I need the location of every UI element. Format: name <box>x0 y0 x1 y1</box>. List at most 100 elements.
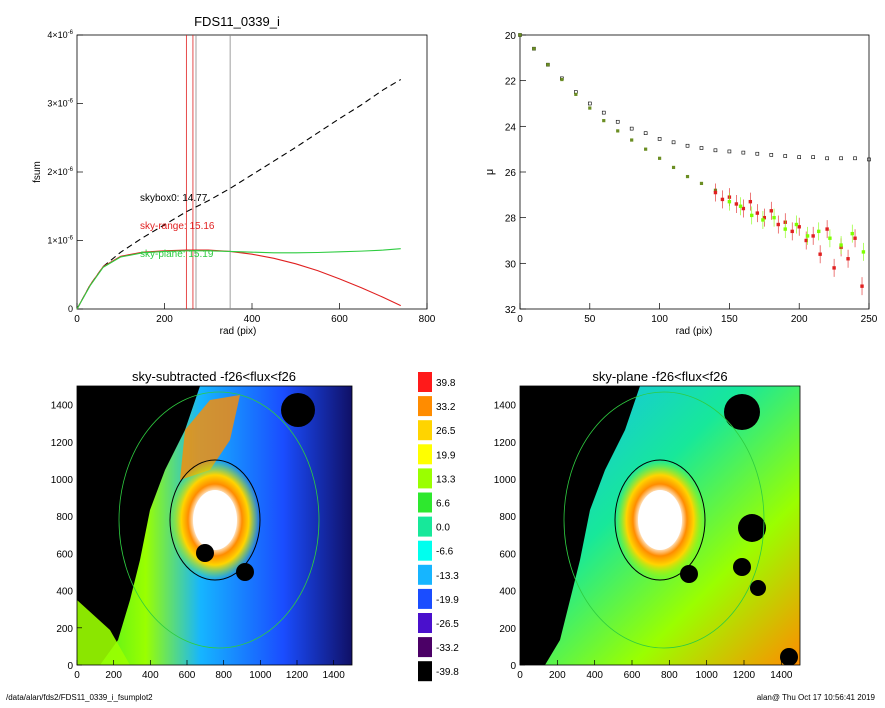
image-xtick-label: 600 <box>624 670 641 681</box>
mu-point-1 <box>671 165 676 170</box>
mu-point-0 <box>629 126 634 131</box>
colorbar-swatch <box>418 492 432 513</box>
mu-ytick-label: 30 <box>505 259 517 270</box>
mu-point-1 <box>574 92 578 96</box>
mu-point-1 <box>630 138 634 142</box>
image-xtick-label: 400 <box>586 670 603 681</box>
image-xtick-label: 1000 <box>249 670 272 681</box>
mu-point-2 <box>804 238 808 243</box>
image-xtick-label: 600 <box>179 670 196 681</box>
image-ytick-label: 800 <box>56 512 73 523</box>
fsum-ticks: 0 200 400 600 800 0 1×10-6 2×10-6 3×10-6 4×10-6 <box>47 30 435 325</box>
mu-point-3 <box>750 213 754 218</box>
colorbar-swatch <box>418 516 432 537</box>
mu-point-3 <box>727 199 732 204</box>
sky-subtracted-image-panel: sky-subtracted -f26<flux<f26 0 200 400 600 8… <box>51 369 353 681</box>
mu-point-0 <box>741 150 746 155</box>
colorbar-label: 26.5 <box>436 426 456 437</box>
fsum-series-line-2 <box>76 248 401 310</box>
colorbar: 39.8 33.2 26.5 19.9 13.3 6.6 0.0 -6.6 -13.3 -19.9… <box>418 372 459 682</box>
sky-subtracted-frame <box>76 385 353 666</box>
mu-series <box>518 33 871 296</box>
image-ytick-label: 600 <box>499 549 516 560</box>
mu-point-0 <box>839 156 843 161</box>
mu-point-2 <box>776 222 780 227</box>
image-xtick-label: 800 <box>661 670 678 681</box>
colorbar-swatch <box>418 420 432 441</box>
mu-point-1 <box>602 119 606 123</box>
mu-xtick-label: 100 <box>651 314 668 325</box>
colorbar-label: -26.5 <box>436 619 459 630</box>
fsum-series-line-1 <box>76 249 401 310</box>
mu-point-1 <box>658 156 662 160</box>
image-ytick-label: 1000 <box>51 475 74 486</box>
mu-ytick-label: 22 <box>505 77 517 88</box>
image-xtick-label: 200 <box>105 670 122 681</box>
mu-point-1 <box>699 181 704 186</box>
colorbar-swatch <box>418 613 432 633</box>
mu-xtick-label: 50 <box>584 314 596 325</box>
colorbar-swatch <box>418 372 432 392</box>
mu-point-2 <box>818 252 822 256</box>
mu-point-0 <box>867 157 871 162</box>
mu-point-2 <box>860 284 864 288</box>
skybox0-annotation: skybox0: 14.77 <box>140 193 208 204</box>
colorbar-label: 0.0 <box>436 523 450 534</box>
image-xtick-label: 800 <box>215 670 232 681</box>
footer-user-time: alan@ Thu Oct 17 10:56:41 2019 <box>756 693 875 702</box>
mu-point-0 <box>783 154 788 158</box>
sky-plane-title: sky-plane -f26<flux<f26 <box>592 369 727 384</box>
colorbar-swatch <box>418 468 432 489</box>
fsum-axes-frame <box>76 34 428 310</box>
colorbar-label: 19.9 <box>436 450 456 461</box>
image-xtick-label: 400 <box>142 670 159 681</box>
mu-point-3 <box>817 229 821 234</box>
mu-ytick-label: 32 <box>505 305 517 316</box>
colorbar-label: -39.8 <box>436 667 459 678</box>
sky-subtracted-image <box>77 386 352 665</box>
mu-point-3 <box>828 236 832 240</box>
mu-point-1 <box>616 129 620 133</box>
mu-ytick-label: 24 <box>505 122 517 133</box>
fsum-series <box>76 79 402 310</box>
mu-point-3 <box>839 243 843 247</box>
colorbar-label: -19.9 <box>436 595 459 606</box>
mu-point-1 <box>532 47 536 51</box>
sky-range-annotation: sky-range: 15.16 <box>140 221 215 232</box>
mu-point-0 <box>671 140 676 145</box>
image-ytick-label: 800 <box>499 512 516 523</box>
fsum-ytick-label: 4×10-6 <box>47 30 73 40</box>
image-xtick-label: 1200 <box>286 670 309 681</box>
mu-point-0 <box>727 149 732 154</box>
mu-point-2 <box>797 225 801 229</box>
mu-xtick-label: 250 <box>861 314 878 325</box>
colorbar-label: 13.3 <box>436 474 456 485</box>
mu-point-3 <box>805 234 810 238</box>
mu-point-0 <box>713 148 718 153</box>
mu-point-2 <box>790 229 794 234</box>
image-ytick-label: 400 <box>499 587 516 598</box>
mu-point-1 <box>518 33 522 37</box>
mu-xtick-label: 0 <box>517 314 523 325</box>
image-ytick-label: 0 <box>510 661 516 672</box>
image-xtick-label: 200 <box>549 670 566 681</box>
fsum-ylabel: fsum <box>32 161 43 183</box>
mu-point-2 <box>832 266 836 270</box>
mu-xlabel: rad (pix) <box>676 326 713 337</box>
mu-point-3 <box>772 215 776 220</box>
mu-point-1 <box>546 63 550 67</box>
mu-point-0 <box>685 143 690 148</box>
fsum-series-line-0 <box>76 79 402 310</box>
mu-point-2 <box>853 236 857 240</box>
fsum-sky-vlines <box>185 35 231 309</box>
mu-point-1 <box>644 147 648 151</box>
image-ytick-label: 600 <box>56 549 73 560</box>
mu-point-2 <box>846 257 850 261</box>
colorbar-label: 39.8 <box>436 378 456 389</box>
fsum-xtick-label: 0 <box>74 314 80 325</box>
mu-point-3 <box>738 204 743 208</box>
mu-point-0 <box>657 137 662 141</box>
fsum-ytick-label: 3×10-6 <box>47 99 73 109</box>
mu-point-3 <box>861 250 866 254</box>
